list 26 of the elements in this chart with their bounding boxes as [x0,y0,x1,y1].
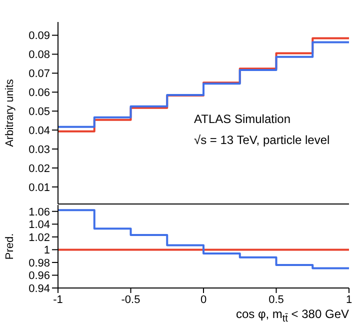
y-tick-label: 0.06 [28,87,50,100]
y-tick-label: 0.94 [28,282,50,295]
y-tick-label: 0.98 [28,257,50,270]
y-tick-label: 0.04 [28,124,50,137]
y-tick-label: 0.08 [28,49,50,62]
x-tick-label: -1 [53,294,63,306]
x-tick-label: 0 [200,294,207,306]
y-axis-title: Arbitrary units [4,78,16,147]
y-tick-label: 1.06 [28,206,50,218]
x-tick-label: 0.5 [268,294,284,306]
y-tick-label: 0.02 [28,162,50,175]
x-tick-label: 1 [346,294,352,306]
y-tick-label: 1 [44,244,50,257]
y-tick-label: 1.04 [28,219,50,232]
y-tick-label: 0.03 [28,144,50,156]
y-tick-label: 0.09 [28,30,50,42]
annotation: √s = 13 TeV, particle level [194,133,330,147]
y-tick-label: 0.05 [28,106,50,118]
x-axis-title: cos φ, m$_{tt̄}$ < 380 GeV [236,306,349,324]
y-tick-label: 1.02 [28,232,50,244]
x-tick-label: -0.5 [121,294,140,306]
annotation: ATLAS Simulation [194,112,290,126]
y-axis-title: Pred. [4,233,16,260]
y-tick-label: 0.01 [28,182,50,194]
y-tick-label: 0.07 [28,68,50,80]
y-tick-label: 0.96 [28,270,50,282]
